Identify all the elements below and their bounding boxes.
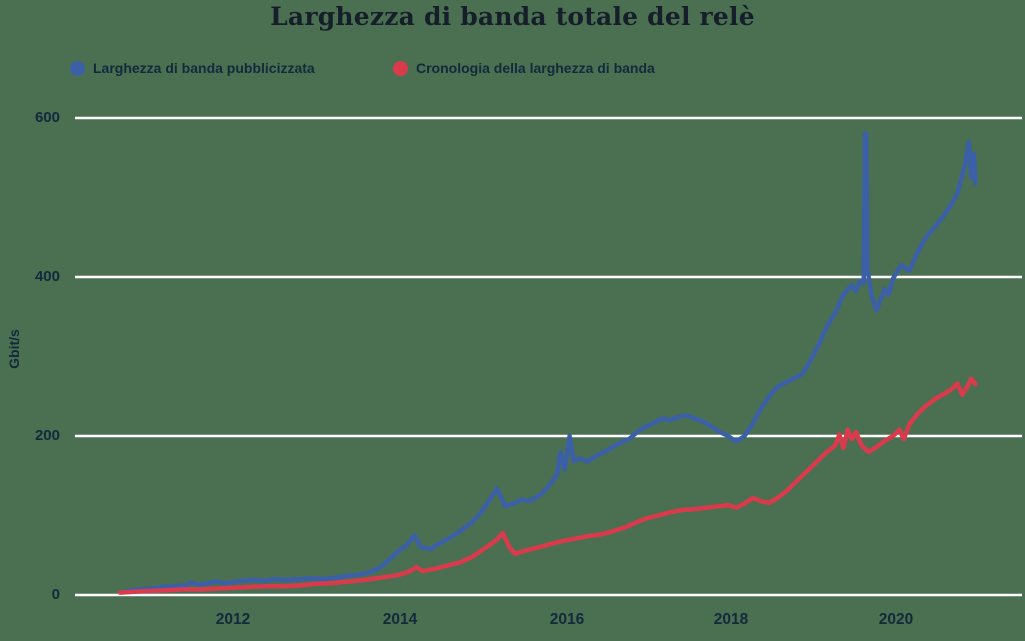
y-tick-400: 400	[34, 268, 60, 285]
horizontal-gridlines	[75, 116, 1022, 597]
y-tick-600: 600	[34, 109, 60, 126]
advertised-bandwidth-line	[123, 131, 978, 594]
advertised-series-dot-icon	[70, 60, 85, 76]
y-tick-200: 200	[34, 427, 60, 444]
x-tick-2020: 2020	[878, 611, 914, 628]
history-series-dot-icon	[393, 60, 408, 76]
chart-legend: Larghezza di banda pubblicizzata Cronolo…	[0, 57, 1025, 79]
x-tick-2016: 2016	[549, 611, 585, 628]
legend-label-advertised: Larghezza di banda pubblicizzata	[93, 60, 315, 76]
x-tick-2018: 2018	[713, 611, 749, 628]
y-tick-0: 0	[51, 586, 60, 603]
legend-item-advertised: Larghezza di banda pubblicizzata	[70, 57, 315, 79]
legend-label-history: Cronologia della larghezza di banda	[416, 60, 655, 76]
chart-title: Larghezza di banda totale del relè	[270, 2, 755, 31]
legend-item-history: Cronologia della larghezza di banda	[393, 57, 655, 79]
x-tick-2014: 2014	[382, 611, 418, 628]
x-tick-2012: 2012	[215, 611, 251, 628]
bandwidth-history-line	[117, 376, 978, 595]
